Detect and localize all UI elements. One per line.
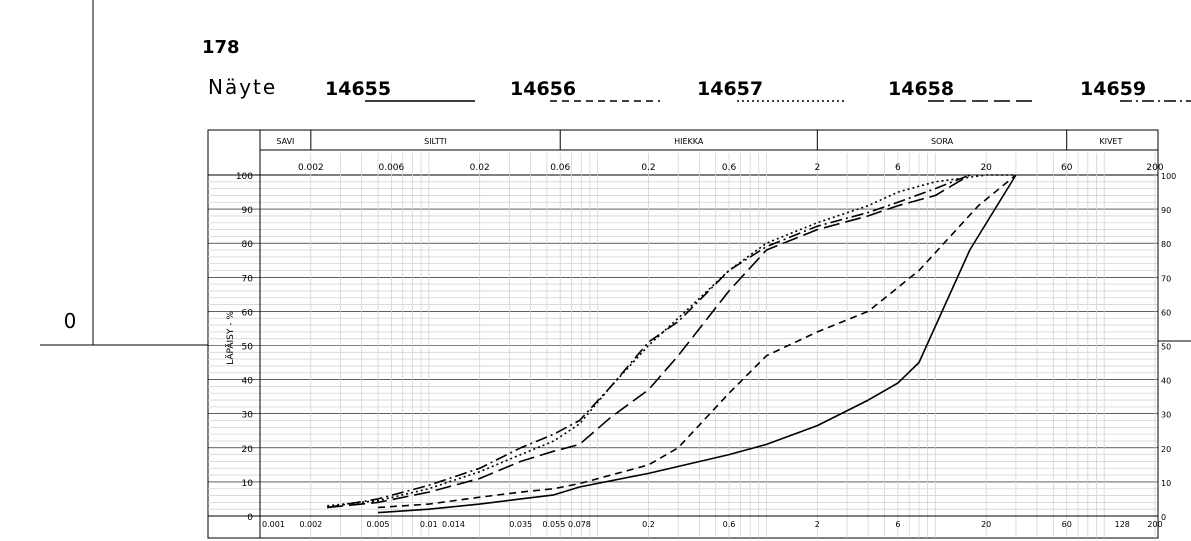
y-tick-label-right: 30 [1161, 411, 1171, 420]
fraction-label: SORA [931, 137, 954, 146]
y-tick-label-left: 50 [242, 343, 254, 353]
legend-sample-id: 14655 [325, 78, 391, 100]
y-tick-label-right: 60 [1161, 308, 1171, 317]
y-tick-label-right: 70 [1161, 274, 1171, 283]
y-tick-labels: 0 0 10 10 20 20 30 30 40 40 50 50 60 60 70 70 80 80 90 90 10… [236, 172, 1176, 523]
top-tick-label: 6 [895, 163, 901, 173]
bottom-tick-label: 20 [981, 520, 991, 529]
y-tick-label-left: 60 [242, 308, 254, 318]
top-tick-label: 0.02 [470, 163, 490, 173]
bottom-tick-label: 0.055 [542, 520, 565, 529]
bottom-tick-label: 0.035 [509, 520, 532, 529]
y-tick-label-left: 70 [242, 274, 254, 284]
sample-label: Näyte [208, 75, 277, 99]
legend-sample-id: 14657 [697, 78, 763, 100]
bottom-tick-label: 0.001 [262, 520, 285, 529]
bottom-tick-label: 0.6 [723, 520, 736, 529]
fraction-label: SAVI [276, 137, 294, 146]
bottom-tick-label: 200 [1147, 520, 1162, 529]
series-line-14658 [327, 174, 971, 509]
y-tick-label-left: 20 [242, 445, 254, 455]
y-tick-label-left: 0 [247, 513, 253, 523]
top-tick-label: 20 [980, 163, 992, 173]
bottom-tick-label: 60 [1062, 520, 1072, 529]
series-line-14659 [327, 174, 971, 509]
series-line-14657 [327, 174, 1016, 507]
fraction-header: SAVI SILTTI HIEKKA SORA KIVET [259, 130, 1159, 538]
y-tick-label-right: 50 [1161, 343, 1171, 352]
bottom-tick-label: 0.002 [299, 520, 322, 529]
y-tick-label-left: 30 [242, 411, 254, 421]
bottom-tick-label: 0.014 [442, 520, 465, 529]
fraction-label: KIVET [1099, 137, 1122, 146]
top-tick-label: 0.002 [298, 163, 324, 173]
bottom-tick-labels: 0.001 0.002 0.005 0.01 0.014 0.035 0.055 0.078 0… [260, 515, 1163, 529]
top-tick-labels: 0.002 0.006 0.02 0.06 0.2 0.6 2 6 20 60 200 [298, 163, 1164, 173]
y-tick-label-left: 90 [242, 206, 254, 216]
top-tick-label: 0.6 [722, 163, 737, 173]
top-tick-label: 60 [1061, 163, 1073, 173]
bottom-tick-label: 0.005 [367, 520, 390, 529]
top-tick-label: 0.06 [550, 163, 570, 173]
top-tick-label: 2 [814, 163, 820, 173]
bottom-tick-label: 128 [1115, 520, 1130, 529]
left-axis-zero: 0 [64, 309, 77, 333]
y-tick-label-right: 100 [1161, 172, 1176, 181]
y-tick-label-right: 0 [1161, 513, 1166, 522]
bottom-tick-label: 2 [815, 520, 820, 529]
fraction-label: HIEKKA [674, 137, 704, 146]
y-tick-label-left: 80 [242, 240, 254, 250]
y-tick-label-left: 10 [242, 479, 254, 489]
legend-sample-id: 14659 [1080, 78, 1146, 100]
bottom-tick-label: 0.01 [420, 520, 438, 529]
series-line-14656 [377, 174, 1017, 509]
y-tick-label-right: 10 [1161, 479, 1171, 488]
chart-grid [208, 153, 1158, 538]
y-tick-label-right: 40 [1161, 377, 1171, 386]
bottom-tick-label: 6 [895, 520, 900, 529]
fraction-label: SILTTI [424, 137, 447, 146]
y-axis-label: LÄPÄISY - % [225, 311, 236, 365]
top-tick-label: 200 [1146, 163, 1163, 173]
y-tick-label-right: 20 [1161, 445, 1171, 454]
series-line-14655 [377, 174, 1017, 514]
sample-legend: 14655 14656 14657 14658 14659 [325, 78, 1191, 102]
top-tick-label: 0.2 [641, 163, 655, 173]
y-tick-label-right: 80 [1161, 240, 1171, 249]
legend-sample-id: 14656 [510, 78, 576, 100]
y-tick-label-left: 100 [236, 172, 253, 182]
y-tick-label-right: 90 [1161, 206, 1171, 215]
y-tick-label-left: 40 [242, 377, 254, 387]
sheet-number: 178 [202, 37, 240, 58]
top-tick-label: 0.006 [378, 163, 404, 173]
series-lines [327, 174, 1017, 514]
bottom-tick-label: 0.078 [568, 520, 591, 529]
bottom-tick-label: 0.2 [642, 520, 655, 529]
legend-sample-id: 14658 [888, 78, 954, 100]
